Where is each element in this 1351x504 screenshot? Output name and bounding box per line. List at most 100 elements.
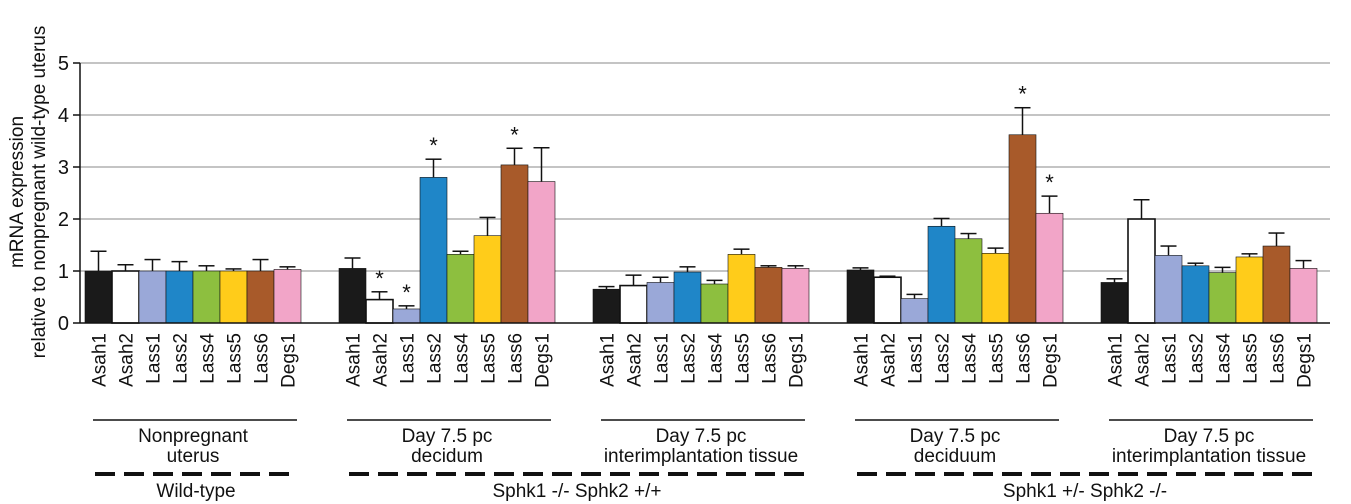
x-tick-label: Lass4 — [198, 333, 219, 384]
x-tick-label: Degs1 — [1295, 333, 1316, 388]
x-tick-label: Lass5 — [733, 333, 754, 384]
bar — [900, 298, 929, 324]
bar — [500, 164, 529, 324]
bar — [1100, 282, 1129, 324]
y-tick-label: 0 — [58, 313, 69, 335]
bar — [192, 270, 221, 324]
x-tick-label: Asah2 — [625, 333, 646, 387]
bar — [1208, 272, 1237, 324]
x-tick-label: Lass4 — [452, 333, 473, 384]
significance-star: * — [402, 280, 411, 305]
bar — [419, 177, 448, 324]
bar — [84, 270, 113, 324]
group-label: decidum — [411, 446, 483, 467]
bar — [1262, 245, 1291, 324]
group-label: Day 7.5 pc — [402, 426, 493, 447]
bar — [246, 270, 275, 324]
x-tick-label: Lass1 — [652, 333, 673, 384]
x-tick-label: Lass4 — [960, 333, 981, 384]
x-tick-label: Lass6 — [760, 333, 781, 384]
x-tick-label: Lass4 — [1214, 333, 1235, 384]
x-tick-label: Lass6 — [506, 333, 527, 384]
bar — [1127, 218, 1156, 324]
genotype-label: Sphk1 +/- Sphk2 -/- — [1003, 481, 1167, 502]
x-tick-label: Lass1 — [398, 333, 419, 384]
bar — [392, 308, 421, 324]
x-tick-label: Lass6 — [252, 333, 273, 384]
x-tick-label: Asah2 — [117, 333, 138, 387]
bar — [1008, 134, 1037, 324]
bar — [954, 238, 983, 324]
x-tick-label: Lass5 — [479, 333, 500, 384]
group-label: Nonpregnant — [138, 426, 249, 447]
significance-star: * — [429, 133, 438, 158]
x-tick-label: Degs1 — [787, 333, 808, 388]
group-label: interimplantation tissue — [604, 446, 798, 467]
genotype-label: Wild-type — [156, 481, 235, 502]
x-tick-label: Asah1 — [344, 333, 365, 387]
bar — [527, 181, 556, 324]
bar — [592, 288, 621, 324]
y-tick-label: 4 — [58, 105, 69, 127]
x-tick-label: Lass4 — [706, 333, 727, 384]
x-tick-label: Asah1 — [90, 333, 111, 387]
x-tick-label: Lass2 — [933, 333, 954, 384]
group-label: Day 7.5 pc — [910, 426, 1001, 447]
x-tick-label: Asah2 — [879, 333, 900, 387]
bar — [619, 284, 648, 324]
x-tick-label: Degs1 — [533, 333, 554, 388]
bar — [138, 270, 167, 324]
x-tick-label: Lass2 — [425, 333, 446, 384]
bar — [781, 268, 810, 324]
x-tick-label: Lass5 — [1241, 333, 1262, 384]
x-tick-label: Lass1 — [144, 333, 165, 384]
bar — [873, 276, 902, 324]
bar — [338, 268, 367, 324]
bar — [927, 225, 956, 324]
x-tick-label: Lass1 — [1160, 333, 1181, 384]
bar — [1035, 212, 1064, 324]
significance-star: * — [375, 266, 384, 291]
group-label: deciduum — [914, 446, 996, 467]
significance-star: * — [1045, 170, 1054, 195]
x-tick-label: Lass6 — [1014, 333, 1035, 384]
y-tick-label: 2 — [58, 209, 69, 231]
bar — [981, 253, 1010, 324]
y-tick-label: 1 — [58, 261, 69, 283]
bar — [1154, 255, 1183, 324]
x-tick-label: Degs1 — [279, 333, 300, 388]
x-tick-label: Asah2 — [1133, 333, 1154, 387]
x-tick-label: Asah1 — [598, 333, 619, 387]
x-tick-label: Lass2 — [1187, 333, 1208, 384]
x-tick-label: Lass6 — [1268, 333, 1289, 384]
x-tick-label: Lass5 — [987, 333, 1008, 384]
bar — [1181, 265, 1210, 324]
y-axis-label: mRNA expression — [7, 116, 28, 268]
x-tick-label: Lass2 — [171, 333, 192, 384]
bar — [111, 270, 140, 324]
bar — [673, 271, 702, 324]
bar — [1289, 268, 1318, 324]
y-tick-label: 3 — [58, 157, 69, 179]
group-label: uterus — [167, 446, 220, 467]
x-tick-label: Lass1 — [906, 333, 927, 384]
x-tick-label: Lass2 — [679, 333, 700, 384]
bar — [646, 282, 675, 324]
x-tick-label: Asah1 — [852, 333, 873, 387]
y-tick-label: 5 — [58, 53, 69, 75]
group-label: interimplantation tissue — [1112, 446, 1306, 467]
x-tick-label: Degs1 — [1041, 333, 1062, 388]
significance-star: * — [1018, 82, 1027, 107]
bar — [727, 254, 756, 324]
bar — [446, 254, 475, 324]
x-tick-label: Asah2 — [371, 333, 392, 387]
group-label: Day 7.5 pc — [1164, 426, 1255, 447]
x-tick-label: Asah1 — [1106, 333, 1127, 387]
bar — [473, 235, 502, 324]
bar — [365, 298, 394, 324]
bar — [219, 270, 248, 324]
group-label: Day 7.5 pc — [656, 426, 747, 447]
bar — [1235, 256, 1264, 324]
x-tick-label: Lass5 — [225, 333, 246, 384]
